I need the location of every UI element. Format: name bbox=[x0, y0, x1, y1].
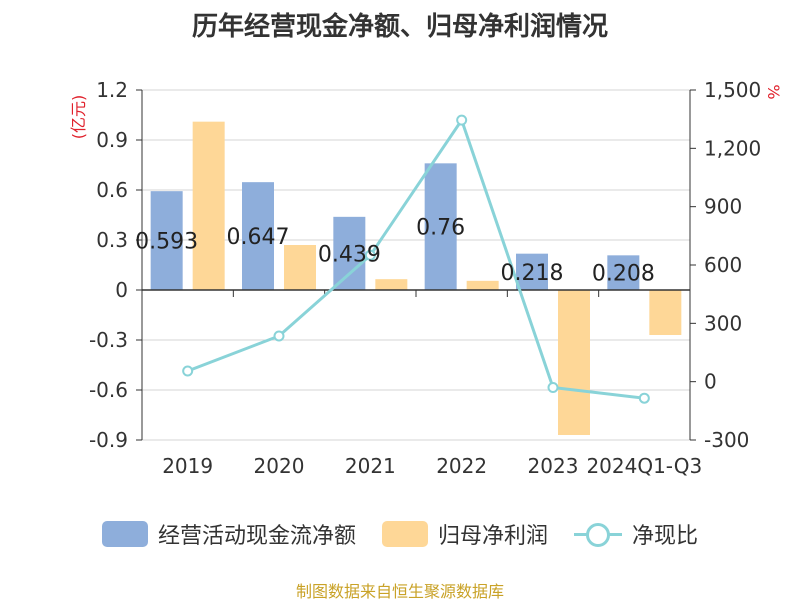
labels-layer: 0.593 0.647 0.439 0.76 0.218 0.208 bbox=[135, 216, 655, 287]
bar-data-label: 0.439 bbox=[318, 242, 381, 267]
ratio-line bbox=[187, 116, 645, 400]
left-tick-label: 0 bbox=[115, 278, 128, 302]
ratio-point bbox=[182, 365, 194, 377]
bar-net-profit bbox=[649, 290, 682, 335]
right-tick-label: -300 bbox=[704, 428, 749, 452]
legend-label-cashflow: 经营活动现金流净额 bbox=[157, 524, 356, 549]
bar-net-profit bbox=[284, 245, 316, 290]
right-tick-label: 1,500 bbox=[704, 78, 761, 102]
legend-label-net-profit: 归母净利润 bbox=[437, 524, 548, 549]
ratio-point bbox=[638, 392, 650, 404]
legend-swatch-net-profit bbox=[381, 521, 428, 547]
bar-cashflow bbox=[516, 253, 548, 290]
ratio-point bbox=[364, 249, 376, 261]
category-label: 2023 bbox=[528, 454, 579, 478]
right-tick-label: 900 bbox=[704, 195, 742, 219]
right-axis-unit: % bbox=[764, 84, 783, 99]
ratio-point bbox=[273, 330, 285, 342]
left-tick-label: 0.6 bbox=[96, 178, 128, 202]
bar-cashflow bbox=[242, 182, 274, 290]
category-label: 2022 bbox=[436, 454, 487, 478]
right-tick-label: 300 bbox=[704, 311, 742, 335]
left-tick-label: -0.6 bbox=[89, 378, 128, 402]
left-tick-label: 1.2 bbox=[96, 78, 128, 102]
bar-data-label: 0.208 bbox=[592, 262, 655, 287]
bar-data-label: 0.647 bbox=[227, 225, 290, 250]
right-tick-label: 600 bbox=[704, 253, 742, 277]
legend-item-cashflow[interactable]: 经营活动现金流净额 bbox=[101, 518, 356, 550]
bar-net-profit bbox=[558, 290, 590, 435]
right-tick-label: 0 bbox=[704, 370, 717, 394]
category-label: 2019 bbox=[162, 454, 213, 478]
left-tick-label: -0.9 bbox=[89, 428, 128, 452]
bar-cashflow bbox=[150, 191, 183, 290]
bar-net-profit bbox=[466, 280, 499, 290]
category-label: 2020 bbox=[254, 454, 305, 478]
left-axis-unit: (亿元) bbox=[69, 95, 88, 140]
ratio-point bbox=[547, 382, 559, 393]
bars-layer bbox=[150, 121, 682, 435]
axes-layer: 1.2 0.9 0.6 0.3 0 -0.3 -0.6 -0.9 1,500 1,200 900 60… bbox=[89, 78, 761, 478]
bar-data-label: 0.76 bbox=[416, 216, 465, 241]
bar-data-label: 0.218 bbox=[501, 261, 564, 286]
legend-swatch-ratio bbox=[574, 521, 622, 547]
category-label: 2021 bbox=[345, 454, 396, 478]
legend-label-ratio: 净现比 bbox=[632, 524, 699, 549]
line-layer bbox=[182, 114, 650, 404]
bar-net-profit bbox=[192, 121, 225, 291]
left-tick-label: 0.3 bbox=[96, 228, 128, 252]
bar-cashflow bbox=[424, 163, 457, 290]
bar-cashflow bbox=[607, 255, 640, 290]
right-tick-label: 1,200 bbox=[704, 136, 761, 160]
category-label: 2024Q1-Q3 bbox=[586, 454, 702, 478]
legend-swatch-cashflow bbox=[101, 521, 148, 547]
legend: 经营活动现金流净额 归母净利润 净现比 bbox=[0, 518, 800, 550]
chart-title: 历年经营现金净额、归母净利润情况 bbox=[191, 12, 608, 42]
ratio-point bbox=[456, 114, 468, 126]
legend-item-ratio[interactable]: 净现比 bbox=[574, 518, 698, 550]
left-tick-label: 0.9 bbox=[96, 128, 128, 152]
left-tick-label: -0.3 bbox=[89, 328, 128, 352]
source-note: 制图数据来自恒生聚源数据库 bbox=[295, 582, 504, 601]
bar-data-label: 0.593 bbox=[135, 230, 198, 255]
legend-item-net-profit[interactable]: 归母净利润 bbox=[381, 518, 548, 550]
bar-cashflow bbox=[333, 216, 366, 290]
bar-net-profit bbox=[375, 279, 408, 290]
